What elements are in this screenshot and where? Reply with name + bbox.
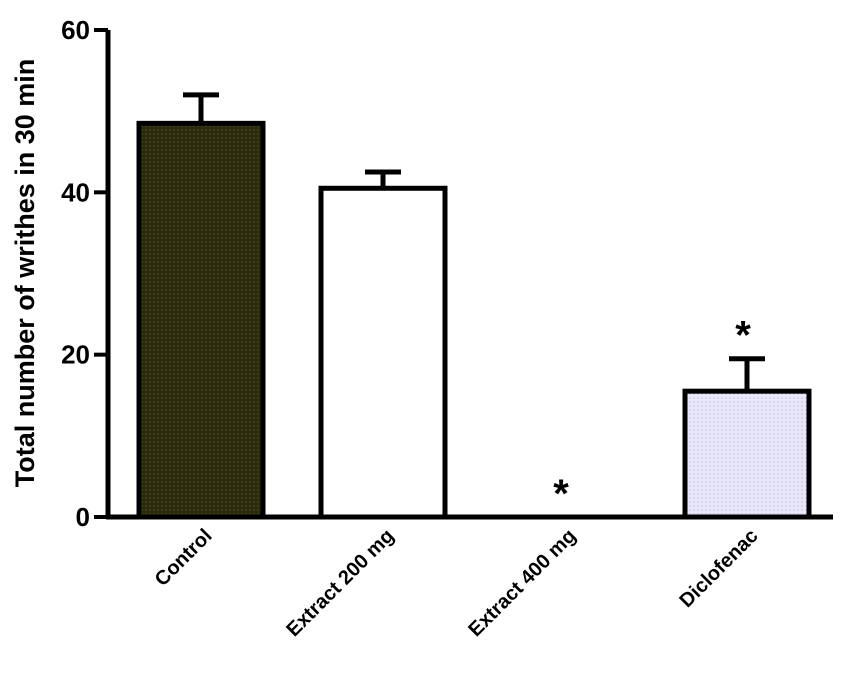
category-label-3: Diclofenac (675, 525, 762, 612)
y-tick-label-0: 0 (76, 502, 90, 532)
category-label-2: Extract 400 mg (464, 525, 580, 641)
y-tick-label-40: 40 (61, 177, 90, 207)
y-axis-title: Total number of writhes in 30 min (10, 59, 40, 488)
significance-mark-2: * (553, 472, 569, 516)
category-label-0: Control (151, 525, 217, 591)
bar-0 (136, 120, 266, 520)
y-tick-label-20: 20 (61, 340, 90, 370)
bar-1 (318, 185, 448, 520)
category-label-1: Extract 200 mg (282, 525, 398, 641)
y-tick-label-60: 60 (61, 15, 90, 45)
bar-3 (682, 388, 812, 520)
significance-mark-3: * (735, 314, 751, 358)
plot-area: 0 20 40 60 Control Extract 200 mg * Extract 400… (61, 15, 833, 641)
